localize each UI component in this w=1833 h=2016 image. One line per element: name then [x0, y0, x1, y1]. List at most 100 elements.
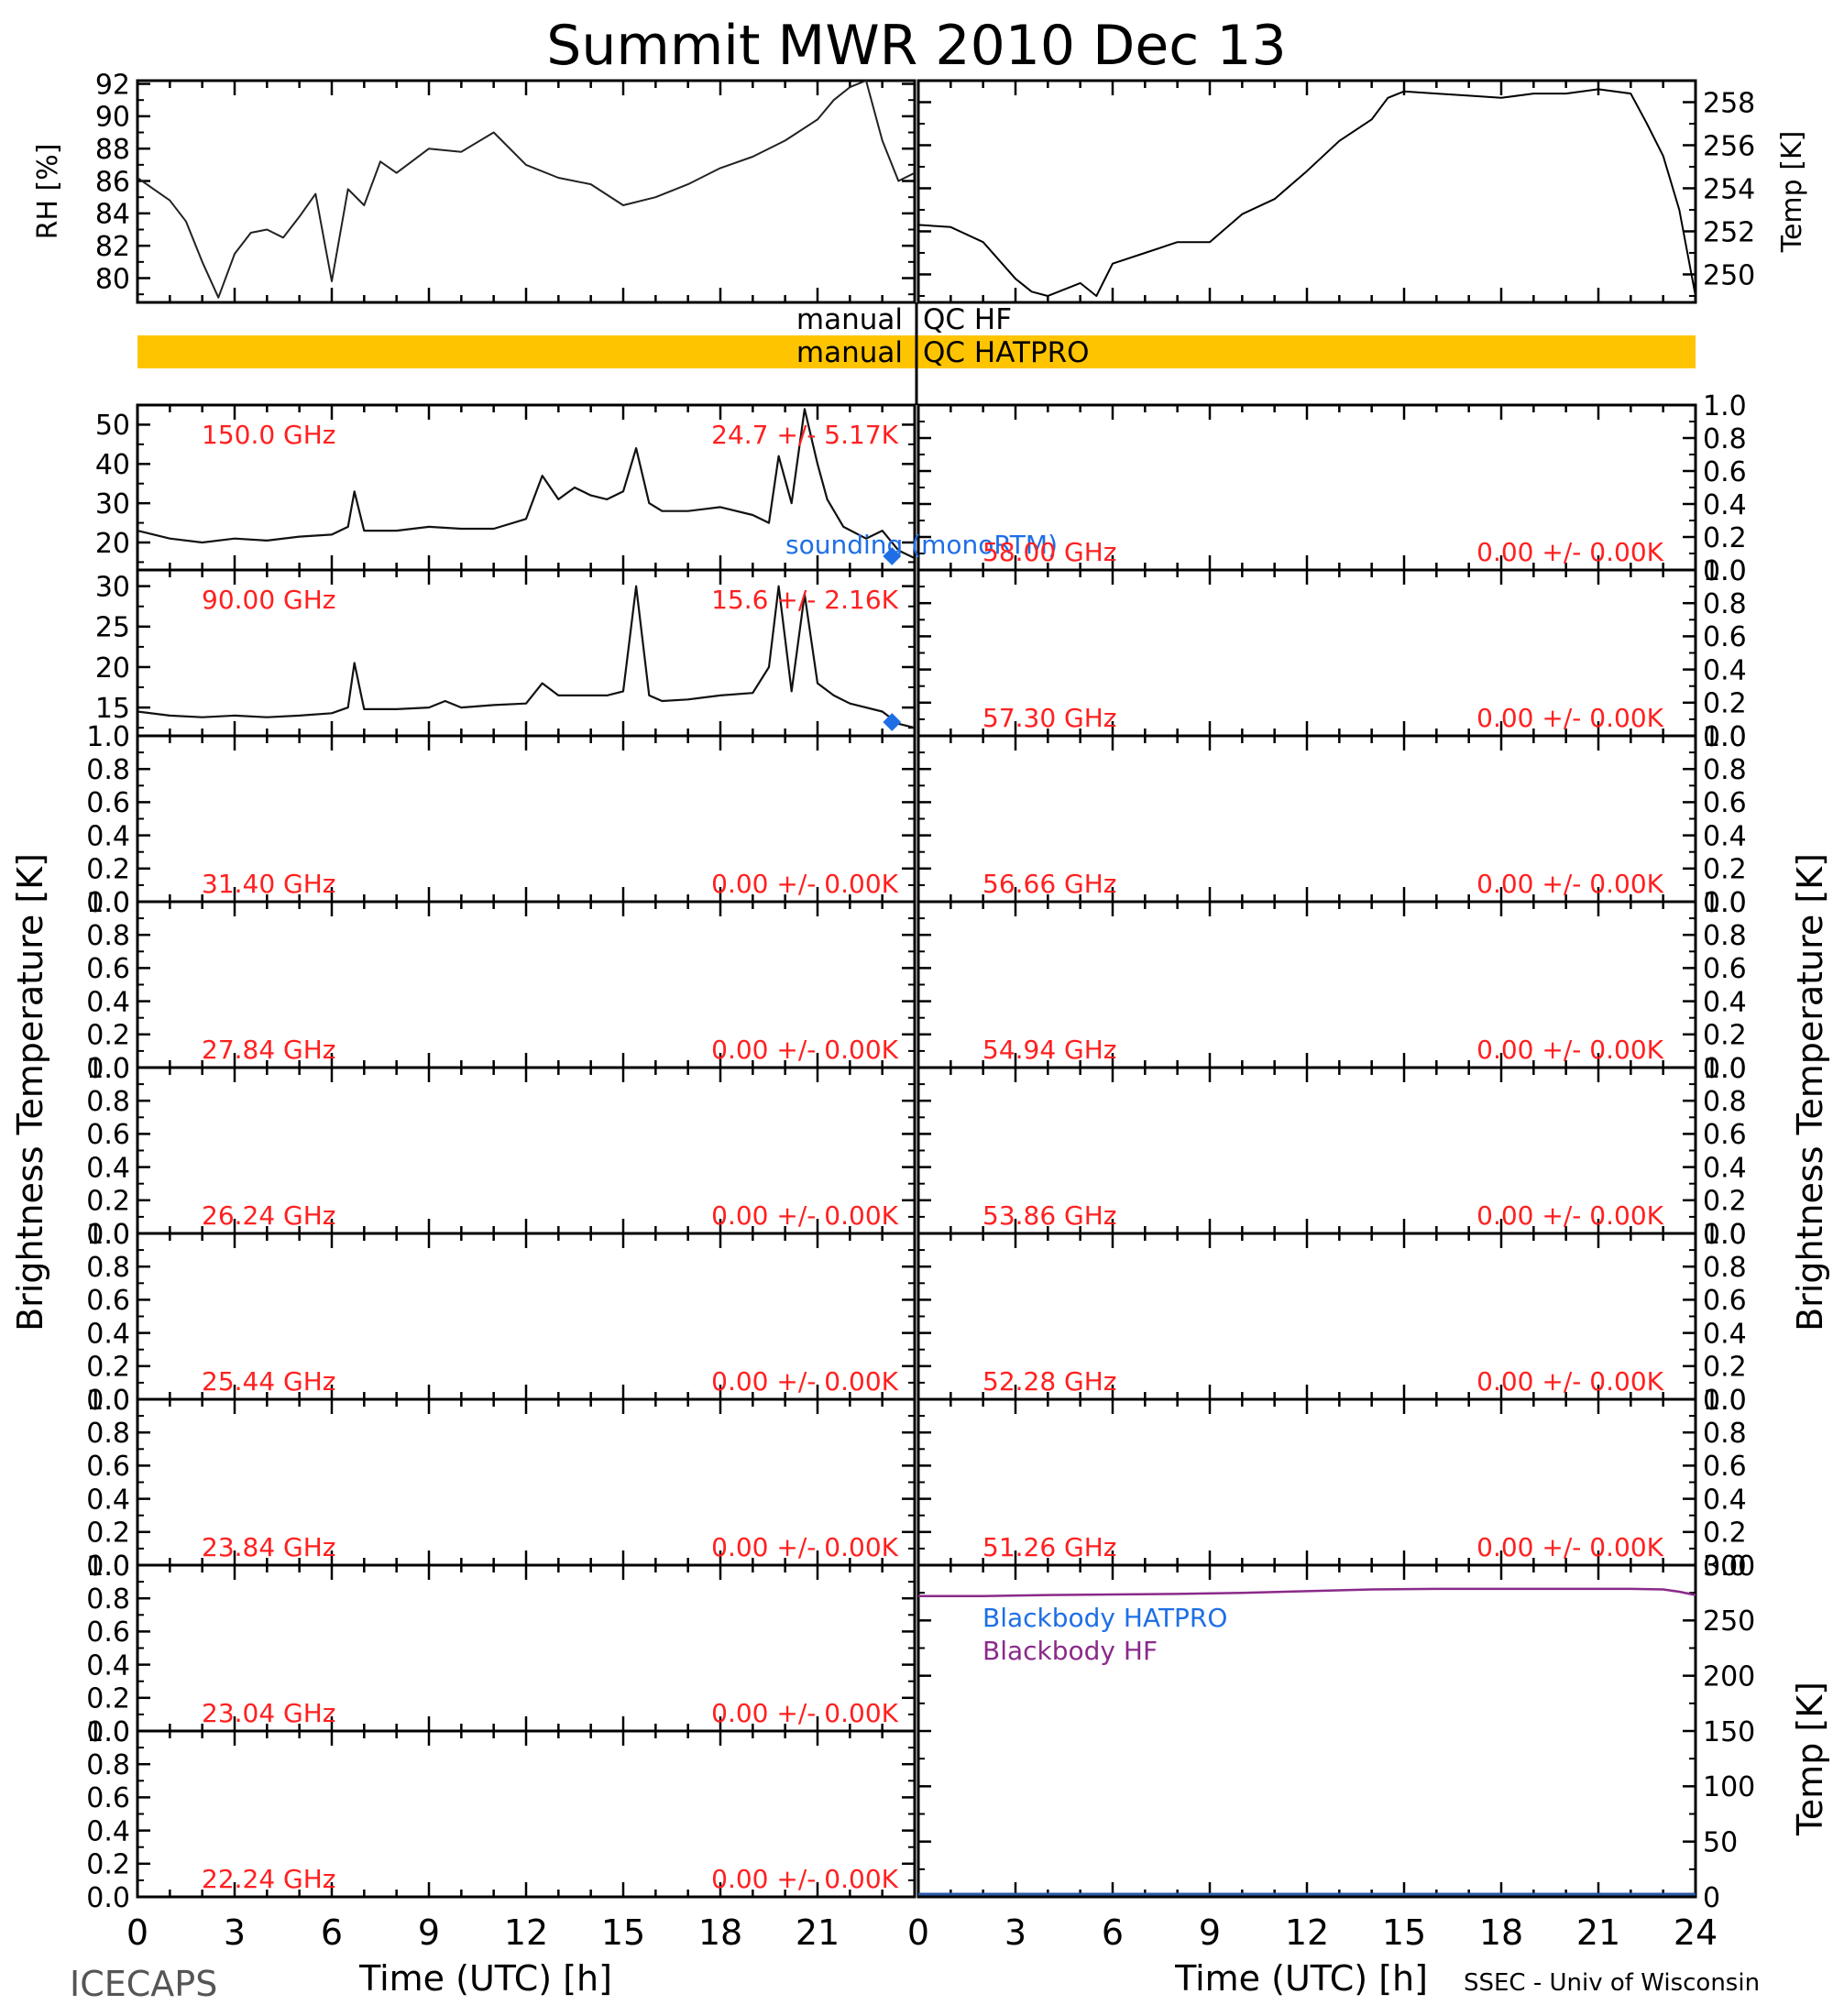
y-tick-label: 1.0	[1703, 1219, 1747, 1251]
y-tick-label: 0.0	[1703, 1550, 1747, 1583]
stats-label-27.84: 0.00 +/- 0.00K	[711, 1035, 898, 1065]
y-tick-label: 0.4	[86, 820, 130, 852]
stats-label-25.44: 0.00 +/- 0.00K	[711, 1366, 898, 1397]
y-tick-label: 0.0	[1703, 721, 1747, 753]
y-tick-label: 0.4	[1703, 1152, 1747, 1184]
stats-label-56.66: 0.00 +/- 0.00K	[1476, 869, 1663, 899]
y-tick-label: 0.4	[1703, 820, 1747, 852]
y-tick-label: 0.2	[86, 854, 130, 886]
tb-150ghz-line	[137, 408, 916, 560]
y-tick-label: 256	[1703, 130, 1755, 162]
y-tick-label: 1.0	[1703, 721, 1747, 753]
y-tick-label: 1.0	[1703, 1053, 1747, 1085]
y-tick-label: 0.4	[86, 1318, 130, 1350]
x-tick-label-left: 0	[126, 1912, 148, 1953]
freq-label-51.26: 51.26 GHz	[982, 1532, 1117, 1562]
freq-label-58.00: 58.00 GHz	[982, 537, 1117, 567]
y-tick-label: 0.0	[1703, 1385, 1747, 1417]
y-tick-label: 0.8	[86, 754, 130, 786]
y-tick-label: 0.8	[1703, 1252, 1747, 1284]
x-tick-label-right: 12	[1285, 1912, 1329, 1953]
y-tick-label: 0.8	[1703, 1418, 1747, 1450]
stats-label-52.28: 0.00 +/- 0.00K	[1476, 1366, 1663, 1397]
figure-title: Summit MWR 2010 Dec 13	[546, 14, 1286, 78]
y-tick-label: 0.8	[86, 1583, 130, 1616]
y-tick-label: 300	[1703, 1550, 1755, 1583]
legend-blackbody-hf: Blackbody HF	[982, 1636, 1158, 1666]
y-tick-label: 200	[1703, 1660, 1755, 1693]
y-tick-label: 1.0	[86, 887, 130, 919]
y-tick-label: 0.6	[1703, 953, 1747, 985]
y-tick-label: 0.4	[1703, 986, 1747, 1018]
x-tick-label-left: 21	[796, 1912, 840, 1953]
y-tick-label: 88	[95, 134, 130, 166]
y-tick-label: 0.0	[86, 1550, 130, 1583]
y-tick-label: 40	[95, 449, 130, 481]
y-tick-label: 15	[95, 693, 130, 725]
y-tick-label: 0.6	[1703, 1285, 1747, 1317]
x-tick-label-left: 12	[504, 1912, 548, 1953]
xlabel-left: Time (UTC) [h]	[358, 1958, 612, 1999]
freq-label-22.24: 22.24 GHz	[202, 1864, 336, 1894]
y-tick-label: 0.8	[1703, 423, 1747, 455]
y-tick-label: 0.8	[86, 1749, 130, 1781]
footer-left: ICECAPS	[70, 1964, 217, 2004]
y-tick-label: 0.0	[86, 1053, 130, 1085]
x-tick-label-left: 6	[321, 1912, 343, 1953]
x-tick-label-left: 9	[418, 1912, 440, 1953]
x-tick-label-right: 0	[907, 1912, 929, 1953]
y-tick-label: 0.4	[86, 1815, 130, 1847]
y-tick-label: 0.6	[1703, 1451, 1747, 1483]
y-tick-label: 0.4	[86, 1649, 130, 1682]
panel-temp	[916, 79, 1697, 304]
stats-label-23.84: 0.00 +/- 0.00K	[711, 1532, 898, 1562]
y-tick-label: 86	[95, 166, 130, 198]
y-tick-label: 0.0	[1703, 555, 1747, 587]
sounding-point	[883, 713, 902, 731]
y-tick-label: 0.2	[86, 1683, 130, 1715]
y-tick-label: 0.2	[1703, 688, 1747, 720]
blackbody-ylabel: Temp [K]	[1790, 1682, 1830, 1836]
left-ylabel: Brightness Temperature [K]	[10, 853, 50, 1331]
y-tick-label: 1.0	[1703, 555, 1747, 587]
y-tick-label: 92	[95, 69, 130, 101]
y-tick-label: 0.6	[86, 1782, 130, 1814]
y-tick-label: 0.2	[86, 1352, 130, 1384]
y-tick-label: 0.6	[1703, 621, 1747, 653]
y-tick-label: 0.6	[86, 953, 130, 985]
freq-label-90ghz: 90.00 GHz	[202, 585, 336, 615]
y-tick-label: 1.0	[86, 1550, 130, 1583]
y-tick-label: 50	[1703, 1826, 1738, 1858]
y-tick-label: 0.4	[86, 1484, 130, 1516]
x-tick-label-right: 24	[1674, 1912, 1718, 1953]
y-tick-label: 0.4	[1703, 1484, 1747, 1516]
stats-label-57.30: 0.00 +/- 0.00K	[1476, 703, 1663, 733]
panel-52.28	[916, 1232, 1697, 1401]
y-tick-label: 80	[95, 263, 130, 295]
y-tick-label: 1.0	[86, 1716, 130, 1748]
y-tick-label: 254	[1703, 173, 1755, 205]
y-tick-label: 258	[1703, 87, 1755, 119]
xlabel-right: Time (UTC) [h]	[1174, 1958, 1428, 1999]
qc-hf-row: manual QC HF	[796, 303, 1012, 336]
panel-23.84	[136, 1397, 916, 1567]
freq-label-53.86: 53.86 GHz	[982, 1200, 1117, 1231]
stats-label-90ghz: 15.6 +/- 2.16K	[711, 585, 898, 615]
freq-label-23.84: 23.84 GHz	[202, 1532, 336, 1562]
freq-label-25.44: 25.44 GHz	[202, 1366, 336, 1397]
x-tick-label-left: 18	[698, 1912, 742, 1953]
x-tick-label-left: 3	[224, 1912, 246, 1953]
y-tick-label: 250	[1703, 1605, 1755, 1638]
freq-label-57.30: 57.30 GHz	[982, 703, 1117, 733]
panel-rh	[136, 79, 916, 304]
y-tick-label: 0.8	[86, 920, 130, 952]
y-tick-label: 150	[1703, 1716, 1755, 1748]
y-tick-label: 0.2	[1703, 854, 1747, 886]
y-tick-label: 30	[95, 571, 130, 603]
x-tick-label-right: 15	[1382, 1912, 1426, 1953]
freq-label-56.66: 56.66 GHz	[982, 869, 1117, 899]
freq-label-52.28: 52.28 GHz	[982, 1366, 1117, 1397]
y-tick-label: 0.8	[86, 1086, 130, 1118]
